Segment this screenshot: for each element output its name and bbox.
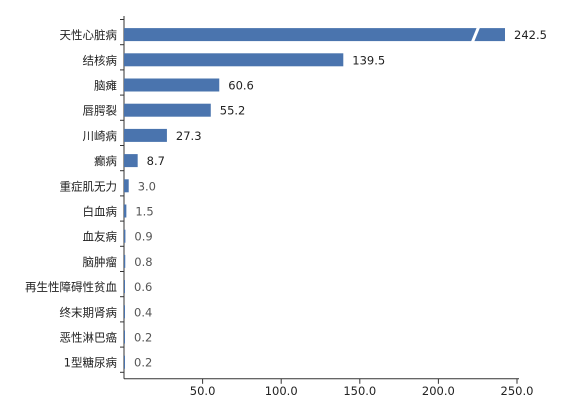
chart-axes	[120, 16, 519, 380]
bar-3	[124, 78, 220, 92]
value-label: 0.2	[134, 331, 152, 345]
x-axis-ticks: 50.0 100.0 150.0 200.0 250.0	[190, 378, 534, 398]
bar-1	[124, 28, 505, 42]
value-label: 27.3	[176, 129, 202, 143]
bar-11	[124, 280, 125, 294]
value-label: 0.4	[134, 305, 152, 319]
value-label: 60.6	[228, 79, 254, 93]
x-tick-label: 250.0	[501, 384, 534, 398]
x-tick-label: 150.0	[343, 384, 376, 398]
value-label: 3.0	[138, 179, 156, 193]
chart-bars	[124, 25, 505, 369]
value-label: 1.5	[135, 205, 153, 219]
category-label: 重症肌无力	[60, 179, 118, 193]
value-label: 8.7	[147, 154, 165, 168]
value-label: 0.2	[134, 356, 152, 370]
bar-2	[124, 53, 344, 67]
bar-13	[124, 330, 125, 344]
category-label: 1型糖尿病	[64, 356, 118, 370]
category-label: 脑肿瘤	[83, 255, 118, 269]
bar-4	[124, 103, 211, 117]
bar-5	[124, 128, 167, 142]
category-label: 血友病	[83, 230, 118, 244]
category-label: 再生性障碍性贫血	[25, 280, 117, 294]
value-label: 55.2	[220, 104, 246, 118]
category-label: 川崎病	[83, 129, 118, 143]
value-label: 0.6	[134, 280, 152, 294]
category-label: 恶性淋巴癌	[60, 331, 118, 345]
value-label: 139.5	[352, 53, 385, 67]
category-label: 天性心脏病	[60, 28, 118, 42]
x-tick-label: 200.0	[422, 384, 455, 398]
bar-6	[124, 154, 138, 168]
bar-14	[124, 355, 125, 369]
category-label: 终末期肾病	[60, 305, 118, 319]
x-tick-label: 100.0	[265, 384, 298, 398]
value-label: 0.8	[134, 255, 152, 269]
bar-7	[124, 179, 129, 193]
category-label: 结核病	[83, 53, 118, 67]
category-label: 脑瘫	[94, 79, 117, 93]
bar-12	[124, 305, 125, 319]
bar-8	[124, 204, 127, 218]
category-label: 癫病	[94, 154, 117, 168]
value-label: 242.5	[514, 28, 547, 42]
x-tick-label: 50.0	[190, 384, 216, 398]
value-labels: 242.5 139.5 60.6 55.2 27.3 8.7 3.0 1.5 0.9 0.8 0.6…	[134, 28, 547, 370]
category-labels: 天性心脏病结核病脑瘫唇腭裂川崎病癫病重症肌无力白血病血友病脑肿瘤再生性障碍性贫血…	[25, 28, 117, 370]
bar-10	[124, 254, 126, 268]
category-label: 唇腭裂	[83, 104, 118, 118]
category-label: 白血病	[83, 205, 118, 219]
bar-9	[124, 229, 126, 243]
value-label: 0.9	[134, 230, 152, 244]
axis-break-mark	[470, 25, 481, 44]
